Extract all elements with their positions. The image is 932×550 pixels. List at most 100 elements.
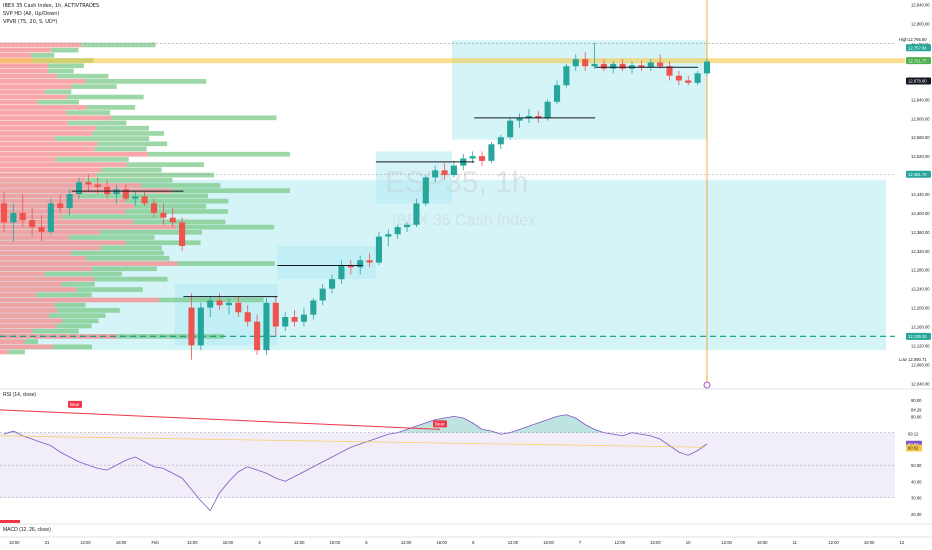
rsi-ma-badge: 60.52 — [908, 446, 919, 451]
high-badge-label: High — [899, 37, 908, 42]
candle-body — [657, 62, 664, 67]
indicator-vpvr-title[interactable]: VPVR (75, 20, S, UD*) — [3, 19, 58, 25]
volume-profile-down-bar — [0, 313, 49, 318]
price-tick-label: 12,240.00 — [911, 287, 930, 292]
candle-body — [591, 63, 598, 67]
time-tick-label: 11 — [793, 540, 798, 545]
volume-profile-down-bar — [0, 271, 45, 277]
volume-profile-down-bar — [0, 297, 160, 303]
candle-body — [188, 307, 195, 346]
bear-label-box — [433, 420, 447, 428]
volume-profile-up-bar — [85, 79, 207, 84]
bear-label-text: Bear — [70, 402, 80, 407]
volume-profile-up-bar — [61, 214, 162, 220]
candle-body — [413, 203, 420, 225]
volume-profile-up-bar — [100, 229, 203, 235]
volume-profile-up-bar — [96, 125, 149, 131]
rsi-pane-title[interactable]: RSI (14, close) — [3, 392, 37, 398]
candle-body — [179, 222, 186, 247]
volume-profile-up-bar — [66, 110, 111, 115]
low-badge: 12,090.71 — [908, 357, 927, 362]
volume-profile-down-bar — [0, 282, 62, 287]
volume-profile-down-bar — [0, 302, 55, 308]
candle-body — [225, 302, 233, 306]
volume-profile-up-bar — [67, 120, 127, 126]
candle-body — [441, 170, 448, 176]
price-tick-label: 12,840.00 — [911, 3, 930, 8]
candle-body — [150, 203, 158, 213]
candle-body — [703, 61, 711, 74]
candle-body — [38, 227, 45, 232]
time-tick-label: 12:00 — [80, 540, 91, 545]
volume-profile-up-bar — [76, 287, 143, 292]
volume-profile-down-bar — [0, 261, 178, 266]
symbol-title[interactable]: IBEX 35 Cash Index, 1h, ACTIVTRADES — [3, 3, 100, 9]
volume-profile-down-bar — [0, 47, 51, 53]
macd-pane-title[interactable]: MACD (12, 26, close) — [3, 527, 51, 533]
indicator-svp-title[interactable]: SVP HD (All, Up/Down) — [3, 11, 60, 17]
candle-body — [122, 189, 129, 199]
time-tick-label: 10 — [686, 540, 691, 545]
time-tick-label: 16:00 — [864, 540, 875, 545]
volume-profile-down-bar — [0, 334, 118, 339]
volume-profile-up-bar — [48, 63, 84, 69]
candle-body — [666, 66, 673, 76]
volume-profile-up-bar — [52, 344, 93, 350]
price-tick-label: 12,640.00 — [911, 97, 930, 102]
candle-body — [57, 203, 64, 209]
volume-profile-down-bar — [0, 276, 95, 282]
candle-body — [10, 212, 17, 223]
rsi-tick-label: 30.00 — [911, 496, 922, 501]
price-tick-label: 12,320.00 — [911, 249, 930, 254]
volume-profile-down-bar — [0, 115, 111, 121]
candle-body — [282, 317, 289, 327]
volume-profile-down-bar — [0, 250, 72, 256]
candle-body — [310, 300, 317, 315]
volume-profile-up-bar — [94, 146, 147, 152]
candle-body — [685, 80, 692, 83]
volume-profile-up-bar — [61, 282, 95, 287]
volume-profile-down-bar — [0, 146, 95, 152]
macd-histogram-bar — [0, 520, 20, 523]
level-badge-green: 12,757.84 — [908, 45, 927, 50]
time-tick-label: 4 — [258, 540, 261, 545]
volume-profile-up-bar — [176, 224, 275, 230]
time-tick-label: 16:00 — [223, 540, 234, 545]
volume-profile-down-bar — [0, 89, 46, 95]
time-tick-label: 5 — [365, 540, 368, 545]
volume-profile-down-bar — [0, 292, 37, 298]
candle-body — [469, 156, 476, 159]
level-badge-green-2-box — [906, 332, 931, 340]
volume-profile-up-bar — [92, 131, 164, 136]
volume-profile-up-bar — [36, 292, 92, 298]
candle-body — [432, 170, 439, 178]
level-badge-yellow: 12,721.77 — [908, 58, 927, 63]
time-tick-label: 16:00 — [543, 540, 554, 545]
rsi-overbought-fill — [4, 414, 707, 433]
price-tick-label: 12,280.00 — [911, 268, 930, 273]
time-tick-label: 16:00 — [116, 540, 127, 545]
volume-profile-down-bar — [0, 79, 86, 84]
volume-profile-down-bar — [0, 323, 57, 329]
volume-profile-up-bar — [56, 323, 92, 329]
candle-body — [19, 212, 26, 221]
volume-profile-up-bar — [37, 99, 80, 105]
candle-body — [563, 66, 570, 86]
volume-profile-down-bar — [0, 229, 101, 235]
volume-profile-down-bar — [0, 255, 87, 261]
candle-body — [235, 302, 242, 313]
time-tick-label: 12 — [900, 540, 905, 545]
volume-profile-up-bar — [31, 52, 55, 58]
price-tick-label: 12,760.00 — [911, 41, 930, 46]
volume-profile-down-bar — [0, 131, 93, 136]
candle-body — [47, 203, 54, 232]
level-badge-green-box — [906, 44, 931, 52]
volume-profile-up-bar — [126, 162, 205, 168]
volume-profile-up-bar — [91, 266, 157, 272]
low-badge-label: Low — [899, 357, 908, 362]
rsi-tick-label: 90.00 — [911, 398, 922, 403]
volume-profile-up-bar — [134, 203, 207, 209]
time-tick-label: 16:00 — [9, 540, 20, 545]
candle-body — [450, 165, 457, 176]
